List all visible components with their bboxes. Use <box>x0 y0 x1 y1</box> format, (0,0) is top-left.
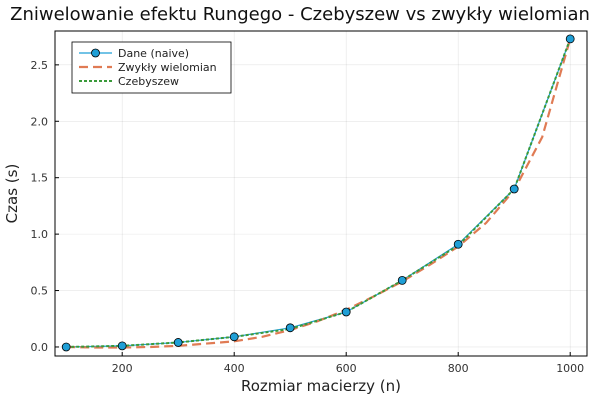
legend-swatch-marker <box>91 48 100 58</box>
y-tick-label: 0.0 <box>31 341 49 354</box>
x-tick-label: 200 <box>112 362 133 375</box>
data-point <box>173 338 183 347</box>
chart-title: Zniwelowanie efektu Rungego - Czebyszew … <box>10 4 590 25</box>
data-point <box>397 275 407 285</box>
y-tick-label: 1.0 <box>31 228 49 241</box>
plot-frame <box>54 30 588 357</box>
y-axis-label: Czas (s) <box>3 164 21 224</box>
y-tick-label: 2.0 <box>31 115 49 128</box>
data-point <box>341 307 351 317</box>
y-tick-label: 0.5 <box>31 285 49 298</box>
x-tick-label: 600 <box>336 362 357 375</box>
y-tick-label: 1.5 <box>31 172 49 185</box>
series-line-zwyk-y-wielomian <box>66 38 572 349</box>
legend-label: Czebyszew <box>118 75 179 88</box>
data-point <box>453 239 463 249</box>
series-layer <box>61 34 575 352</box>
data-point <box>565 34 575 44</box>
x-axis-label: Rozmiar macierzy (n) <box>241 377 401 395</box>
x-tick-label: 400 <box>224 362 245 375</box>
data-point <box>509 184 519 194</box>
axis-ticks: 200 400 600 800 1000 0.0 0.5 1.0 1.5 2.0 2.5 <box>31 59 585 375</box>
legend-label: Zwykły wielomian <box>118 61 217 74</box>
x-tick-label: 800 <box>448 362 469 375</box>
data-point <box>285 323 295 333</box>
x-tick-label: 1000 <box>556 362 584 375</box>
data-point <box>229 332 239 342</box>
data-point <box>117 341 127 351</box>
data-point <box>61 342 71 352</box>
legend-label: Dane (naive) <box>118 47 189 60</box>
y-tick-label: 2.5 <box>31 59 49 72</box>
